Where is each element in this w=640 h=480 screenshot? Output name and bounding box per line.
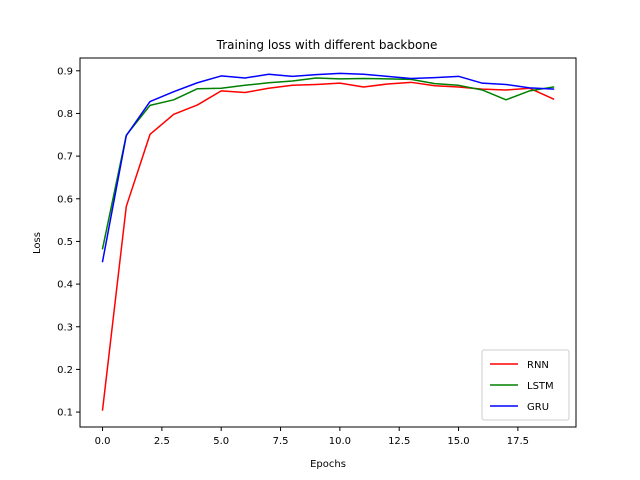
y-tick-label: 0.5 (57, 237, 73, 248)
x-tick-label: 5.0 (213, 436, 229, 447)
y-axis-label: Loss (32, 232, 43, 254)
x-tick-label: 15.0 (447, 436, 469, 447)
x-tick-label: 12.5 (388, 436, 410, 447)
legend-label-rnn: RNN (527, 360, 549, 371)
chart-title: Training loss with different backbone (216, 38, 438, 52)
y-tick-label: 0.1 (57, 408, 73, 419)
x-tick-label: 10.0 (329, 436, 351, 447)
series-line-lstm (101, 77, 555, 250)
plot-frame (79, 57, 577, 428)
legend-box (481, 349, 570, 421)
y-tick-label: 0.8 (57, 109, 73, 120)
plot-area: 0.0 2.5 5.0 7.5 10.0 12.5 15.0 17.5 0.1 0.2 0.3 0.4… (57, 66, 555, 447)
legend: RNN LSTM GRU (481, 349, 570, 421)
x-tick-label: 17.5 (507, 436, 529, 447)
x-tick-label: 2.5 (154, 436, 170, 447)
y-tick-label: 0.2 (57, 365, 73, 376)
x-tick-label: 0.0 (95, 436, 111, 447)
y-tick-label: 0.3 (57, 322, 73, 333)
x-axis-label: Epochs (310, 459, 346, 470)
y-tick-label: 0.4 (57, 280, 73, 291)
y-tick-label: 0.7 (57, 152, 73, 163)
y-tick-label: 0.9 (57, 66, 73, 77)
legend-label-lstm: LSTM (527, 381, 554, 392)
legend-label-gru: GRU (527, 402, 549, 413)
x-tick-label: 7.5 (273, 436, 289, 447)
series-line-gru (101, 72, 555, 263)
y-tick-label: 0.6 (57, 194, 73, 205)
